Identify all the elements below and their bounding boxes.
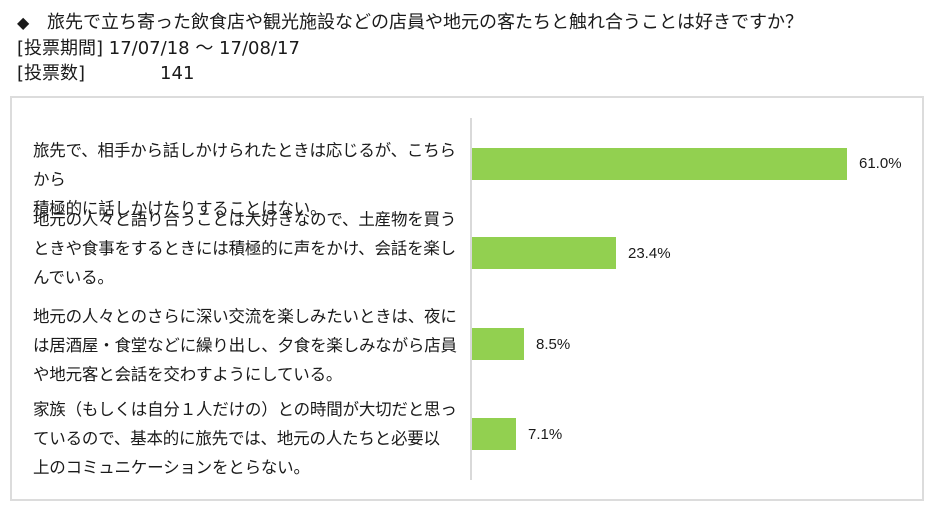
category-label-1: 旅先で、相手から話しかけられたときは応じるが、こちらから 積極的に話しかけたりす… (33, 136, 468, 223)
category-label-4: 家族（もしくは自分１人だけの）との時間が大切だと思っ ているので、基本的に旅先で… (33, 395, 468, 482)
category-label-3: 地元の人々とのさらに深い交流を楽しみたいときは、夜に は居酒屋・食堂などに繰り出… (33, 302, 468, 389)
category-line: 地元の人々と語り合うことは大好きなので、土産物を買う (33, 210, 457, 229)
vote-count-value: 141 (160, 63, 195, 84)
category-line: 家族（もしくは自分１人だけの）との時間が大切だと思っ (33, 400, 457, 419)
survey-question: ◆ 旅先で立ち寄った飲食店や観光施設などの店員や地元の客たちと触れ合うことは好きで… (17, 12, 803, 34)
diamond-bullet-icon: ◆ (17, 13, 30, 32)
vote-count: [投票数] 141 (17, 63, 194, 85)
category-line: や地元客と会話を交わすようにしている。 (33, 365, 343, 384)
category-line: 積極的に話しかけたりすることはない。 (33, 199, 327, 218)
bar-2 (472, 237, 616, 269)
value-label-4: 7.1% (528, 426, 563, 443)
voting-period: [投票期間] 17/07/18 ～ 17/08/17 (17, 38, 300, 59)
value-label-2: 23.4% (628, 245, 671, 262)
bar-4 (472, 418, 516, 450)
value-label-3: 8.5% (536, 336, 571, 353)
category-line: ときや食事をするときには積極的に声をかけ、会話を楽し (33, 239, 456, 258)
bar-3 (472, 328, 524, 360)
category-line: んでいる。 (33, 268, 114, 287)
category-line: ているので、基本的に旅先では、地元の人たちと必要以 (33, 429, 440, 448)
bar-1 (472, 148, 847, 180)
category-line: は居酒屋・食堂などに繰り出し、夕食を楽しみながら店員 (33, 336, 457, 355)
category-line: 旅先で、相手から話しかけられたときは応じるが、こちらから (33, 141, 456, 189)
category-line: 上のコミュニケーションをとらない。 (33, 458, 310, 477)
category-line: 地元の人々とのさらに深い交流を楽しみたいときは、夜に (33, 307, 457, 326)
value-label-1: 61.0% (859, 155, 902, 172)
question-text: 旅先で立ち寄った飲食店や観光施設などの店員や地元の客たちと触れ合うことは好きです… (47, 12, 803, 33)
category-label-2: 地元の人々と語り合うことは大好きなので、土産物を買う ときや食事をするときには積… (33, 205, 468, 292)
vote-count-label: [投票数] (17, 63, 86, 84)
category-axis-line (470, 118, 472, 480)
